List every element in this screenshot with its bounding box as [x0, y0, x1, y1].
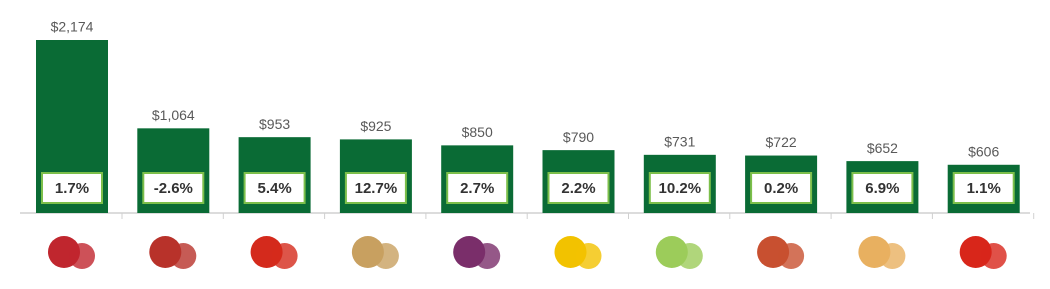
product-icon	[676, 243, 703, 269]
annotation-box	[344, 172, 407, 204]
product-icon	[980, 243, 1007, 269]
value-label: $652	[867, 140, 898, 156]
annotation: 1.7%	[55, 180, 89, 197]
value-label: $850	[462, 124, 493, 140]
value-label: $2,174	[51, 19, 94, 35]
annotation: -2.6%	[154, 180, 193, 197]
annotation: 12.7%	[355, 180, 398, 197]
product-icon	[271, 243, 298, 269]
annotation-box	[446, 172, 509, 204]
annotation-box	[648, 172, 711, 204]
product-icon	[69, 243, 95, 269]
value-label: $925	[360, 118, 391, 134]
annotation-box	[142, 172, 205, 204]
value-label: $790	[563, 129, 594, 145]
annotation-box	[41, 172, 103, 204]
annotation: 10.2%	[659, 180, 702, 197]
annotation: 6.9%	[865, 180, 899, 197]
annotation: 2.7%	[460, 180, 494, 197]
product-icon	[879, 243, 906, 269]
value-label: $1,064	[152, 107, 195, 123]
annotation-box	[851, 172, 914, 204]
annotation-box	[750, 172, 813, 204]
annotation: 5.4%	[257, 180, 291, 197]
annotation: 1.1%	[967, 180, 1001, 197]
annotation: 2.2%	[561, 180, 595, 197]
value-label: $731	[664, 134, 695, 150]
value-label: $953	[259, 116, 290, 132]
annotation-box	[952, 172, 1015, 204]
product-icon	[778, 243, 805, 269]
product-icon	[474, 243, 501, 269]
product-icon	[170, 243, 197, 269]
annotation: 0.2%	[764, 180, 798, 197]
value-label: $606	[968, 143, 999, 159]
product-icon	[372, 243, 399, 269]
annotation-box	[243, 172, 306, 204]
annotation-box	[547, 172, 610, 204]
value-label: $722	[766, 134, 797, 150]
product-icon	[575, 243, 602, 269]
